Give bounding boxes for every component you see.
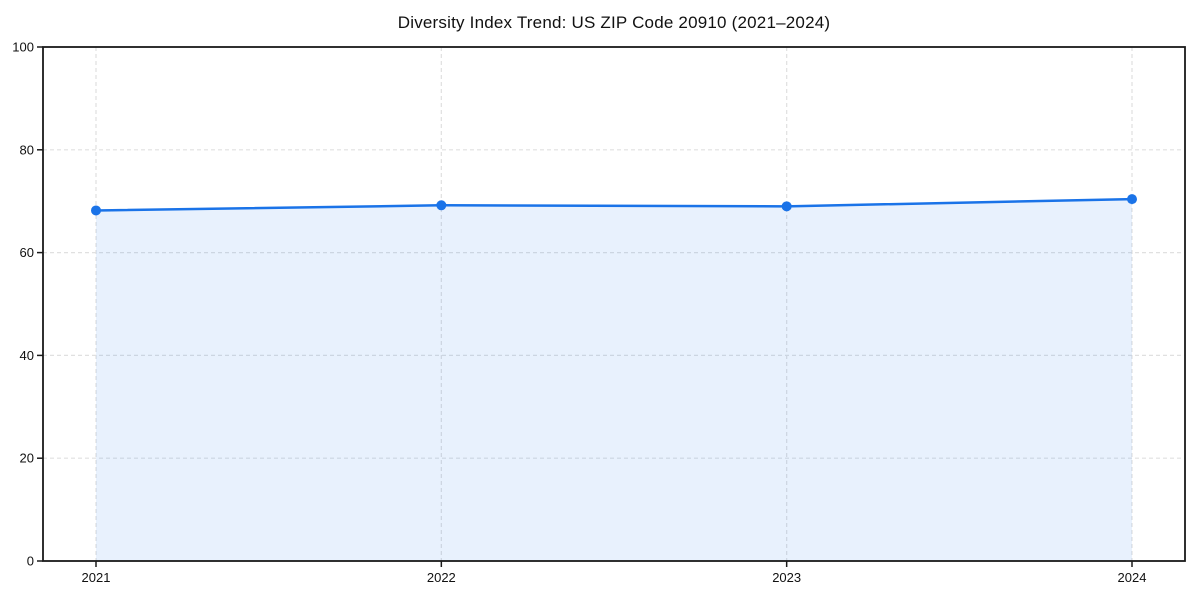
data-point-2024 (1127, 194, 1137, 205)
trend-line (94, 197, 1134, 212)
chart-title: Diversity Index Trend: US ZIP Code 20910… (397, 13, 831, 32)
data-point-2021 (91, 205, 101, 216)
x-axis-tick-label: 2024 (1118, 570, 1147, 585)
x-axis-tick-label: 2022 (427, 570, 456, 585)
y-axis-tick-label: 20 (20, 451, 34, 466)
y-axis-tick-label: 80 (20, 142, 34, 157)
y-axis-tick-label: 40 (20, 348, 34, 363)
y-axis-tick-label: 100 (12, 40, 34, 55)
axis-ticks: 0 20 40 60 80 100 2021 2022 2023 2024 (12, 40, 1146, 586)
y-axis-tick-label: 0 (27, 554, 34, 569)
data-point-2022 (436, 200, 447, 211)
plot-area-border (42, 46, 1186, 562)
x-axis-tick-label: 2023 (772, 570, 801, 585)
x-axis-tick-label: 2021 (82, 570, 111, 585)
data-point-2023 (781, 201, 792, 212)
y-axis-tick-label: 60 (20, 245, 34, 260)
area-fill (96, 199, 1132, 562)
gridlines (43, 46, 1185, 561)
data-point-markers (91, 194, 1137, 216)
